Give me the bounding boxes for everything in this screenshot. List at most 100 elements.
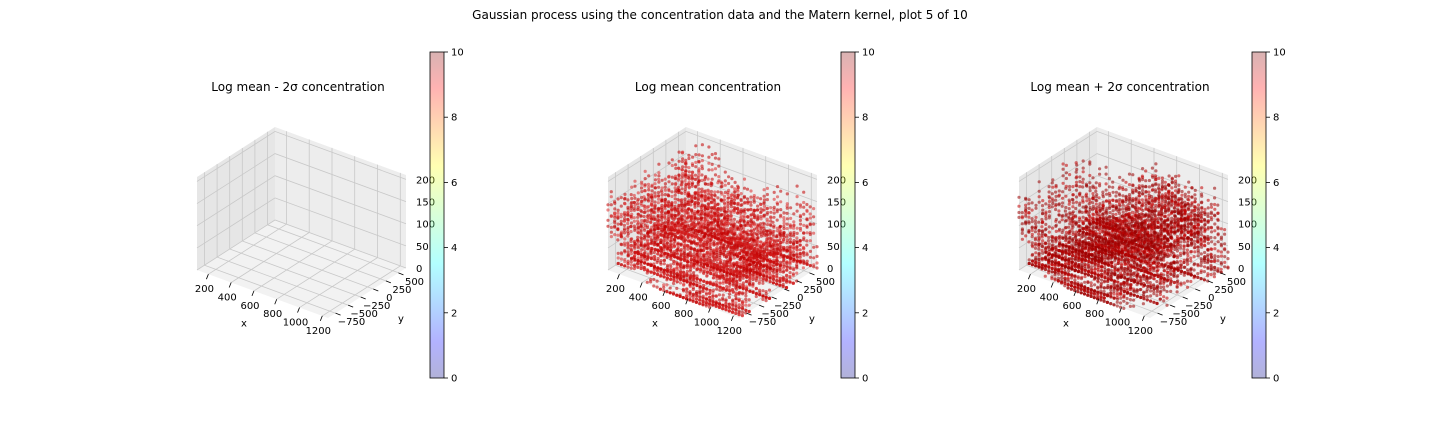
x-tick	[297, 307, 300, 313]
scatter-point	[708, 292, 712, 296]
scatter-point	[616, 261, 620, 266]
scatter-point	[746, 251, 750, 255]
scatter-point	[1040, 204, 1045, 208]
scatter-point	[761, 281, 765, 285]
scatter-point	[709, 265, 713, 269]
scatter-point	[713, 156, 718, 160]
scatter-point	[769, 253, 773, 257]
scatter-point	[1034, 215, 1038, 219]
scatter-point	[663, 185, 667, 189]
scatter-point	[737, 297, 741, 301]
scatter-point	[677, 236, 681, 240]
scatter-point	[719, 251, 723, 256]
scatter-point	[705, 273, 709, 277]
scatter-point	[630, 196, 634, 201]
scatter-point	[766, 245, 770, 249]
scatter-point	[765, 269, 769, 274]
scatter-point	[717, 179, 721, 183]
scatter-point	[670, 216, 674, 220]
scatter-point	[1122, 299, 1126, 303]
scatter-point	[677, 188, 681, 192]
scatter-point	[1089, 294, 1093, 298]
scatter-point	[1027, 240, 1031, 244]
scatter-point	[667, 232, 671, 236]
scatter-point	[727, 188, 731, 192]
scatter-point	[730, 193, 734, 197]
scatter-point	[1031, 245, 1035, 249]
scatter-point	[677, 203, 681, 207]
scatter-point	[723, 249, 727, 253]
scatter-point	[684, 209, 688, 213]
scatter-point	[670, 227, 674, 231]
scatter-point	[1090, 265, 1094, 269]
scatter-point	[758, 293, 762, 297]
scatter-point	[687, 174, 691, 178]
scatter-point	[616, 211, 620, 215]
scatter-point	[1109, 291, 1113, 295]
scatter-point	[689, 261, 693, 265]
scatter-point	[670, 182, 674, 186]
scatter-point	[1063, 209, 1067, 213]
scatter-point	[722, 276, 726, 280]
scatter-point	[697, 187, 701, 191]
scatter-point	[710, 226, 714, 230]
scatter-point	[677, 198, 681, 202]
scatter-point	[808, 255, 812, 259]
scatter-point	[1057, 209, 1061, 213]
scatter-point	[785, 279, 789, 283]
scatter-point	[726, 237, 731, 241]
scatter-point	[1096, 293, 1100, 297]
scatter-point	[1047, 235, 1051, 240]
scatter-point	[710, 217, 714, 221]
scatter-point	[646, 216, 650, 220]
scatter-point	[1073, 285, 1077, 289]
scatter-point	[691, 292, 695, 297]
scatter-point	[707, 161, 711, 165]
scatter-point	[653, 186, 657, 190]
scatter-point	[756, 223, 760, 227]
scatter-point	[683, 243, 687, 247]
scatter-point	[788, 259, 793, 263]
scatter-point	[620, 230, 624, 234]
scatter-point	[609, 214, 613, 218]
scatter-point	[678, 281, 683, 285]
scatter-point	[721, 307, 725, 311]
scatter-point	[756, 236, 760, 240]
scatter-point	[716, 257, 720, 261]
scatter-point	[664, 231, 668, 235]
scatter-point	[1031, 252, 1035, 257]
scatter-point	[769, 216, 773, 220]
scatter-point	[792, 239, 796, 243]
scatter-point	[765, 186, 769, 190]
scatter-point	[706, 255, 710, 259]
scatter-point	[640, 253, 644, 257]
scatter-point	[730, 241, 734, 246]
scatter-point	[726, 221, 731, 226]
scatter-point	[1020, 215, 1024, 219]
scatter-point	[1027, 215, 1031, 219]
x-tick-label: 200	[195, 284, 214, 295]
scatter-point	[689, 274, 693, 278]
scatter-point	[676, 241, 680, 245]
scatter-point	[720, 199, 724, 203]
scatter-point	[652, 271, 656, 275]
scatter-point	[1086, 293, 1090, 297]
scatter-point	[1037, 220, 1041, 224]
scatter-point	[657, 227, 661, 231]
scatter-point	[673, 255, 677, 259]
scatter-point	[656, 230, 660, 234]
scatter-point	[713, 173, 718, 177]
scatter-point	[696, 256, 700, 261]
scatter-point	[700, 225, 704, 229]
scatter-point	[762, 222, 766, 226]
scatter-point	[616, 222, 620, 226]
scatter-point	[636, 261, 640, 265]
scatter-point	[695, 290, 699, 294]
scatter-point	[643, 237, 647, 241]
scatter-point	[680, 209, 685, 213]
scatter-point	[1076, 290, 1080, 294]
scatter-point	[815, 261, 819, 265]
scatter-point	[731, 299, 735, 303]
scatter-point	[779, 253, 783, 257]
scatter-point	[691, 155, 695, 159]
